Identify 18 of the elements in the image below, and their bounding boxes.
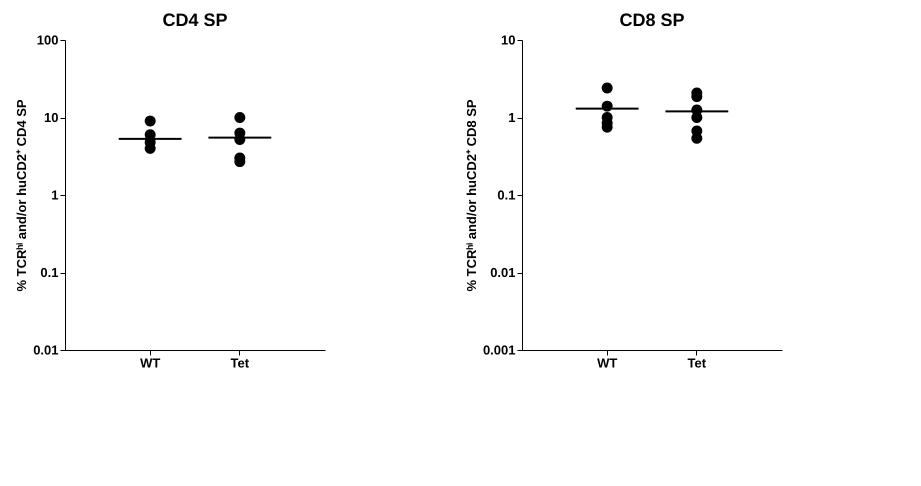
x-tick-label: WT — [597, 356, 618, 370]
y-tick-label: 0.01 — [33, 342, 58, 358]
x-tick-label: Tet — [688, 356, 707, 370]
y-tick-label: 10 — [501, 32, 516, 48]
y-tick-label: 1 — [508, 110, 516, 125]
y-tick-label: 1 — [51, 188, 58, 202]
y-axis-title: % TCRʰⁱ and/or huCD2⁺ CD4 SP — [14, 99, 30, 292]
y-tick-label: 0.1 — [40, 265, 58, 280]
y-tick-label: 0.1 — [497, 188, 516, 202]
x-tick-label: WT — [140, 356, 160, 370]
y-tick-label: 0.01 — [490, 265, 516, 280]
chart-title: CD8 SP — [619, 10, 685, 30]
y-tick-label: 0.001 — [482, 342, 516, 358]
chart-title: CD4 SP — [162, 10, 228, 30]
y-tick-label: 100 — [36, 32, 58, 48]
y-axis-title: % TCRʰⁱ and/or huCD2⁺ CD8 SP — [464, 99, 479, 292]
x-tick-label: Tet — [230, 356, 250, 370]
y-tick-label: 10 — [44, 110, 58, 125]
